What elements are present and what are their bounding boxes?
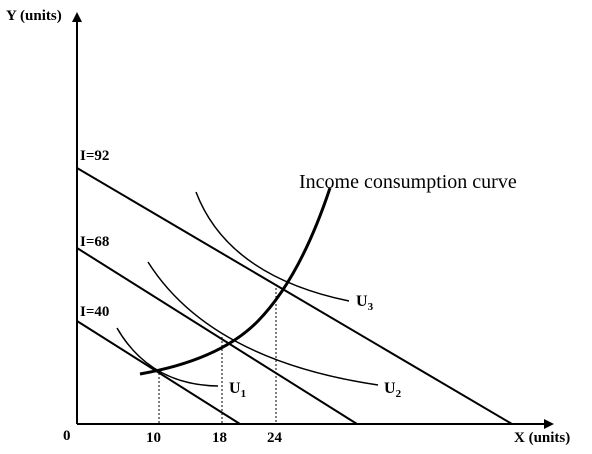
icc-label: Income consumption curve: [299, 171, 517, 193]
indifference-curve-u3: [195, 191, 350, 302]
indifference-curve-u2: [147, 261, 379, 386]
budget-line-i68: [76, 247, 358, 425]
budget-line-i92: [76, 167, 513, 425]
x-tick-18: 18: [212, 430, 227, 446]
budget-label-i68: I=68: [80, 234, 109, 250]
x-axis-label: X (units): [514, 430, 570, 446]
u3-label: U3: [356, 293, 374, 313]
u1-label: U1: [229, 380, 246, 400]
x-tick-10: 10: [146, 430, 161, 446]
u2-label: U2: [384, 380, 402, 400]
income-consumption-curve: [139, 187, 332, 376]
budget-line-i40: [76, 320, 241, 425]
y-axis-label: Y (units): [6, 8, 62, 24]
budget-label-i92: I=92: [80, 148, 109, 164]
x-tick-24: 24: [267, 430, 283, 446]
origin-label: 0: [63, 428, 71, 444]
budget-label-i40: I=40: [80, 304, 109, 320]
